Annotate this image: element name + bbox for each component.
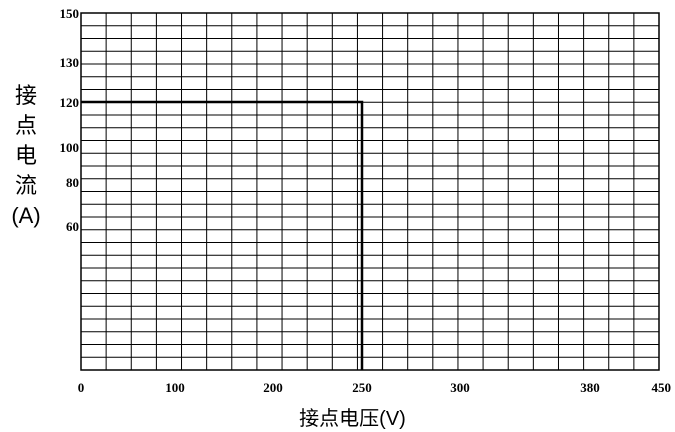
y-axis-label-char: 流: [14, 174, 37, 199]
y-tick-labels: 60 80 100 120 130 150: [60, 6, 80, 234]
y-axis-label-char: 接: [14, 84, 37, 109]
x-axis-label-unit: (V): [379, 408, 406, 430]
grid-lines: [81, 13, 659, 370]
x-tick-label: 0: [78, 380, 85, 395]
y-tick-label: 130: [60, 55, 80, 70]
y-tick-label: 60: [66, 219, 79, 234]
y-axis-label-char: 点: [14, 114, 37, 139]
x-tick-label: 380: [580, 380, 600, 395]
series-line: [81, 100, 364, 370]
x-tick-label: 100: [165, 380, 185, 395]
y-tick-label: 150: [60, 6, 80, 21]
x-tick-labels: 0 100 200 250 300 380 450: [78, 380, 671, 395]
x-tick-label: 250: [352, 380, 372, 395]
y-tick-label: 120: [60, 95, 80, 110]
y-axis-label-char: 电: [14, 144, 37, 169]
x-tick-label: 450: [652, 380, 672, 395]
y-axis-label: 接 点 电 流 (A): [4, 82, 48, 230]
x-tick-label: 300: [450, 380, 470, 395]
y-axis-label-unit: (A): [11, 203, 41, 228]
series-group: [81, 100, 364, 370]
x-tick-label: 200: [263, 380, 283, 395]
y-tick-label: 100: [60, 140, 80, 155]
y-tick-label: 80: [66, 175, 79, 190]
x-axis-label-text: 接点电压: [299, 406, 380, 430]
x-axis-label: 接点电压(V): [0, 402, 675, 431]
plot-frame: [80, 12, 660, 371]
